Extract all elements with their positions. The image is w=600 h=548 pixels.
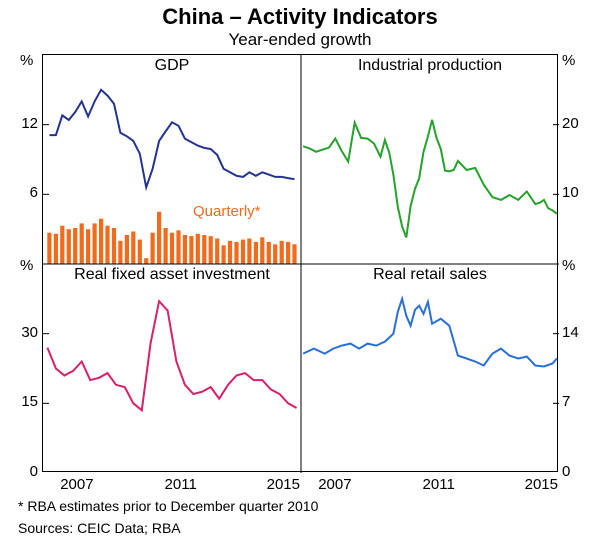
tick-label: 0 bbox=[30, 463, 38, 480]
panel-ip: Industrial production bbox=[301, 55, 559, 264]
panel-gdp-svg bbox=[43, 55, 301, 264]
x-tick-label: 2015 bbox=[260, 476, 300, 493]
plot-area: GDP Quarterly* Industrial production Rea… bbox=[42, 54, 558, 472]
tick-label: 30 bbox=[21, 324, 38, 341]
sources: Sources: CEIC Data; RBA bbox=[18, 520, 181, 536]
tick-label: 15 bbox=[21, 393, 38, 410]
tick-label: 14 bbox=[562, 324, 579, 341]
panel-rrs: Real retail sales bbox=[301, 264, 559, 473]
x-tick-label: 2011 bbox=[157, 476, 197, 493]
pct-label-ml: % bbox=[20, 257, 33, 274]
figure-title: China – Activity Indicators bbox=[0, 4, 600, 30]
tick-label: 10 bbox=[562, 184, 579, 201]
rrs-line bbox=[303, 299, 557, 367]
x-tick-label: 2011 bbox=[415, 476, 455, 493]
tick-label: 12 bbox=[21, 115, 38, 132]
figure-subtitle: Year-ended growth bbox=[0, 30, 600, 50]
panel-gdp: GDP Quarterly* bbox=[43, 55, 301, 264]
pct-label-tl: % bbox=[20, 52, 33, 69]
x-tick-label: 2015 bbox=[518, 476, 558, 493]
gdp-line bbox=[50, 90, 295, 188]
panel-rfai-svg bbox=[43, 264, 301, 473]
tick-label: 6 bbox=[30, 184, 38, 201]
x-tick-label: 2007 bbox=[312, 476, 352, 493]
china-activity-figure: China – Activity Indicators Year-ended g… bbox=[0, 0, 600, 548]
footnote: * RBA estimates prior to December quarte… bbox=[18, 498, 318, 514]
x-tick-label: 2007 bbox=[54, 476, 94, 493]
panel-rrs-svg bbox=[301, 264, 559, 473]
panel-ip-svg bbox=[301, 55, 559, 264]
pct-label-mr: % bbox=[562, 257, 575, 274]
ip-line bbox=[303, 120, 557, 238]
tick-label: 0 bbox=[562, 463, 570, 480]
tick-label: 20 bbox=[562, 115, 579, 132]
panel-rfai: Real fixed asset investment bbox=[43, 264, 301, 473]
pct-label-tr: % bbox=[562, 52, 575, 69]
rfai-line bbox=[47, 301, 296, 410]
tick-label: 7 bbox=[562, 393, 570, 410]
